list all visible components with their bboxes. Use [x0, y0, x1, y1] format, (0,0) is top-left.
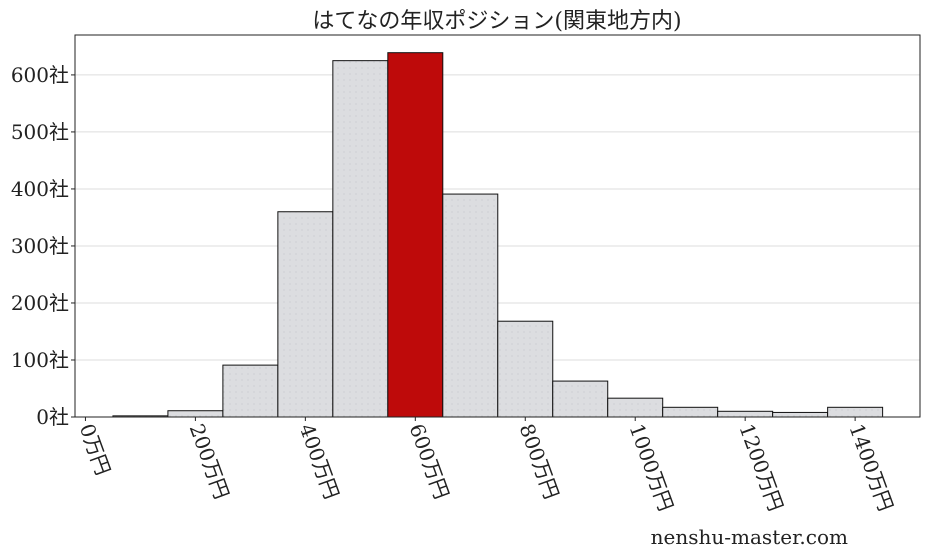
histogram-bar	[552, 380, 609, 418]
histogram-bar	[442, 193, 499, 418]
x-tick-label: 1400万円	[844, 421, 898, 515]
x-tick-label: 1000万円	[625, 421, 679, 515]
x-tick-label: 200万円	[185, 421, 234, 503]
x-tick-label: 0万円	[75, 421, 116, 479]
x-tick-label: 800万円	[515, 421, 564, 503]
x-tick-label: 600万円	[405, 421, 454, 503]
watermark: nenshu-master.com	[651, 525, 848, 549]
chart-title: はてなの年収ポジション(関東地方内)	[312, 9, 681, 34]
x-tick-label: 1200万円	[734, 421, 788, 515]
histogram-bar	[277, 211, 334, 418]
y-tick-label: 0社	[36, 405, 69, 429]
plot-frame	[74, 34, 921, 418]
y-tick-label: 400社	[11, 177, 69, 201]
histogram-bar	[332, 60, 389, 418]
y-tick-label: 200社	[11, 291, 69, 315]
y-tick-label: 100社	[11, 348, 69, 372]
histogram-bar	[662, 406, 719, 418]
histogram-bar	[387, 52, 444, 418]
y-tick-label: 600社	[11, 63, 69, 87]
histogram-bar	[827, 406, 884, 418]
histogram-bar	[222, 364, 279, 418]
histogram-bar	[497, 320, 554, 418]
histogram-bar	[772, 411, 829, 418]
histogram-bar	[717, 410, 774, 418]
histogram-bar	[167, 410, 224, 418]
x-tick-label: 400万円	[295, 421, 344, 503]
histogram-bar	[607, 397, 664, 418]
y-tick-label: 300社	[11, 234, 69, 258]
y-tick-label: 500社	[11, 120, 69, 144]
